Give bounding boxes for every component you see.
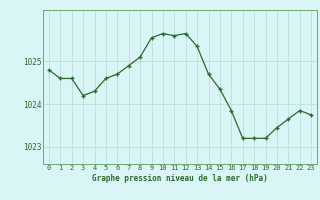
- X-axis label: Graphe pression niveau de la mer (hPa): Graphe pression niveau de la mer (hPa): [92, 174, 268, 183]
